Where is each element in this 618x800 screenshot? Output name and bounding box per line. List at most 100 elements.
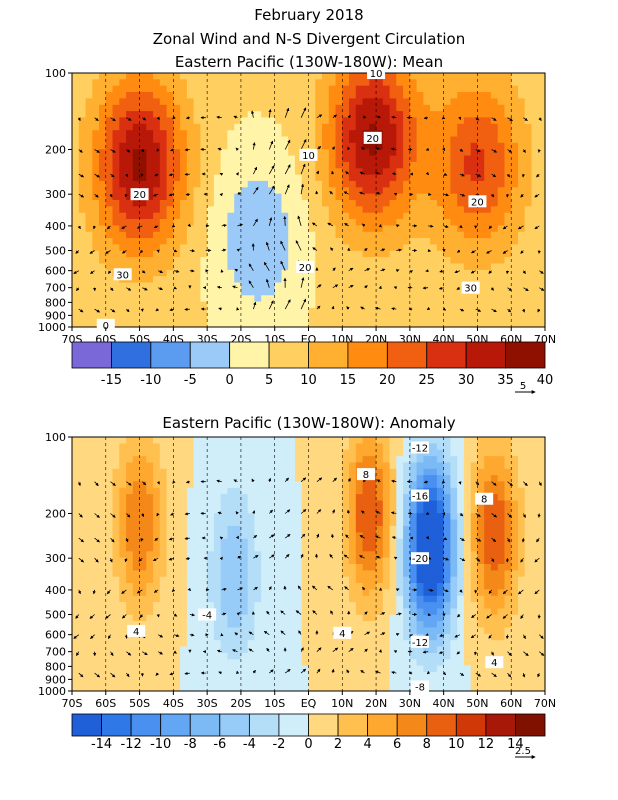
field-cell bbox=[92, 557, 100, 565]
field-cell bbox=[234, 652, 242, 660]
field-cell bbox=[159, 570, 168, 578]
field-cell bbox=[173, 652, 181, 660]
field-cell bbox=[132, 519, 141, 527]
field-cell bbox=[376, 212, 384, 220]
field-cell bbox=[119, 500, 127, 508]
field-cell bbox=[389, 136, 397, 144]
field-cell bbox=[274, 104, 283, 112]
wind-vector bbox=[374, 171, 381, 175]
field-cell bbox=[153, 231, 161, 239]
field-cell bbox=[126, 174, 134, 182]
field-cell bbox=[268, 149, 276, 157]
field-cell bbox=[254, 200, 262, 207]
field-cell bbox=[315, 538, 323, 546]
field-cell bbox=[126, 301, 134, 309]
field-cell bbox=[335, 231, 343, 239]
wind-vector bbox=[376, 115, 381, 119]
field-cell bbox=[139, 684, 147, 692]
field-cell bbox=[146, 525, 154, 533]
field-cell bbox=[315, 206, 323, 214]
field-cell bbox=[409, 320, 418, 328]
field-cell bbox=[247, 117, 256, 125]
wind-vector bbox=[488, 225, 493, 229]
field-cell bbox=[207, 111, 215, 118]
field-cell bbox=[409, 149, 418, 157]
field-cell bbox=[146, 238, 154, 245]
field-cell bbox=[376, 174, 384, 182]
field-cell bbox=[159, 180, 168, 188]
field-cell bbox=[247, 79, 256, 87]
wind-vector bbox=[284, 139, 291, 150]
field-cell bbox=[261, 85, 269, 93]
field-cell bbox=[220, 123, 229, 131]
field-cell bbox=[180, 564, 188, 571]
field-cell bbox=[315, 437, 323, 444]
field-cell bbox=[268, 314, 276, 322]
field-cell bbox=[193, 320, 201, 328]
field-cell bbox=[207, 269, 215, 277]
field-cell bbox=[281, 627, 289, 635]
field-cell bbox=[200, 456, 208, 463]
field-cell bbox=[335, 187, 343, 195]
field-cell bbox=[105, 513, 114, 521]
field-cell bbox=[281, 494, 289, 501]
field-cell bbox=[85, 314, 93, 322]
field-cell bbox=[180, 111, 188, 118]
field-cell bbox=[349, 532, 357, 540]
field-cell bbox=[369, 104, 377, 112]
field-cell bbox=[484, 295, 492, 303]
field-cell bbox=[524, 142, 533, 150]
field-cell bbox=[328, 104, 337, 112]
field-cell bbox=[403, 123, 411, 131]
field-cell bbox=[369, 79, 377, 87]
field-cell bbox=[146, 538, 154, 546]
field-cell bbox=[423, 200, 431, 207]
field-cell bbox=[254, 206, 262, 214]
field-cell bbox=[308, 180, 316, 188]
field-cell bbox=[362, 583, 370, 590]
field-cell bbox=[288, 538, 296, 546]
field-cell bbox=[227, 269, 235, 277]
field-cell bbox=[132, 219, 141, 226]
field-cell bbox=[518, 244, 526, 252]
wind-vector bbox=[316, 305, 321, 310]
field-cell bbox=[132, 320, 141, 328]
field-cell bbox=[126, 608, 134, 616]
field-cell bbox=[193, 437, 201, 444]
field-cell bbox=[416, 288, 424, 296]
field-cell bbox=[409, 288, 418, 296]
field-cell bbox=[220, 257, 229, 264]
field-cell bbox=[180, 513, 188, 521]
field-cell bbox=[153, 314, 161, 322]
field-cell bbox=[274, 684, 283, 692]
field-cell bbox=[126, 494, 134, 501]
field-cell bbox=[376, 288, 384, 296]
field-cell bbox=[261, 155, 269, 163]
field-cell bbox=[234, 85, 242, 93]
field-cell bbox=[85, 684, 93, 692]
field-cell bbox=[342, 73, 350, 80]
field-cell bbox=[349, 570, 357, 578]
field-cell bbox=[335, 646, 343, 654]
field-cell bbox=[328, 314, 337, 322]
field-cell bbox=[213, 212, 222, 220]
field-cell bbox=[166, 187, 174, 195]
field-cell bbox=[139, 79, 147, 87]
field-cell bbox=[200, 589, 208, 597]
field-cell bbox=[396, 320, 404, 328]
field-cell bbox=[261, 659, 269, 667]
field-cell bbox=[234, 583, 242, 590]
field-cell bbox=[342, 200, 350, 207]
field-cell bbox=[132, 684, 141, 692]
field-cell bbox=[99, 149, 107, 157]
field-cell bbox=[220, 608, 229, 616]
field-cell bbox=[342, 250, 350, 258]
field-cell bbox=[153, 117, 161, 125]
field-cell bbox=[234, 437, 242, 444]
field-cell bbox=[477, 212, 485, 220]
field-cell bbox=[315, 73, 323, 80]
field-cell bbox=[112, 494, 120, 501]
field-cell bbox=[193, 659, 201, 667]
field-cell bbox=[322, 449, 330, 457]
